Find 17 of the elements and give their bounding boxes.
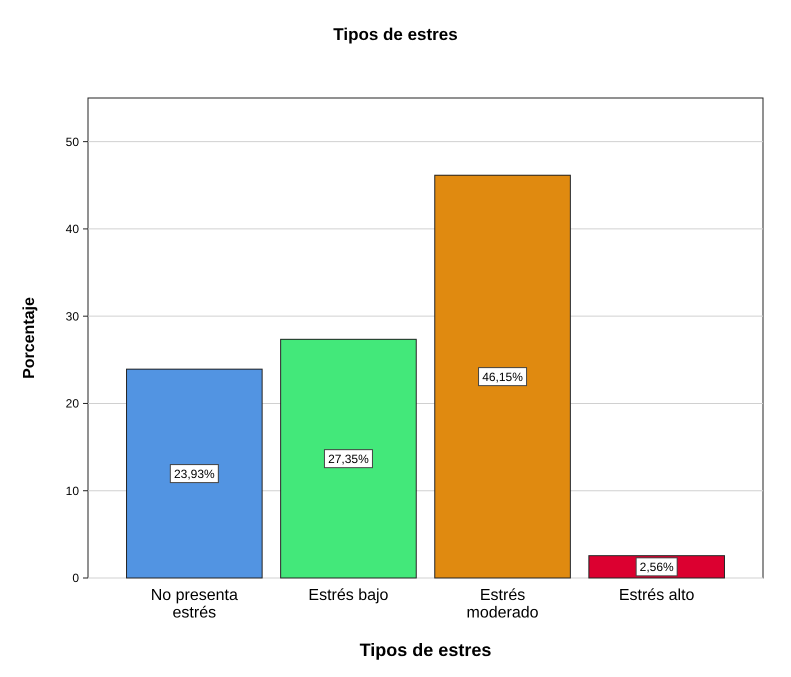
y-axis-title: Porcentaje <box>21 296 38 379</box>
x-tick-label: Estrés bajo <box>308 587 389 604</box>
y-tick-label: 40 <box>66 222 80 236</box>
y-tick-label: 10 <box>66 484 80 498</box>
x-axis-title: Tipos de estres <box>360 640 492 660</box>
data-label: 27,35% <box>328 452 370 466</box>
data-label: 46,15% <box>482 370 524 384</box>
data-label: 2,56% <box>640 560 674 574</box>
y-tick-label: 20 <box>66 396 80 411</box>
x-tick-label: Estrés alto <box>618 587 695 604</box>
x-tick-label: Estrés moderado <box>466 587 539 622</box>
chart-title: Tipos de estres <box>333 25 458 44</box>
x-tick-label: No presenta estrés <box>150 587 238 622</box>
data-label: 23,93% <box>174 466 216 481</box>
y-tick-label: 0 <box>72 571 80 586</box>
y-tick-label: 30 <box>66 309 80 324</box>
y-tick-label: 50 <box>66 134 80 149</box>
